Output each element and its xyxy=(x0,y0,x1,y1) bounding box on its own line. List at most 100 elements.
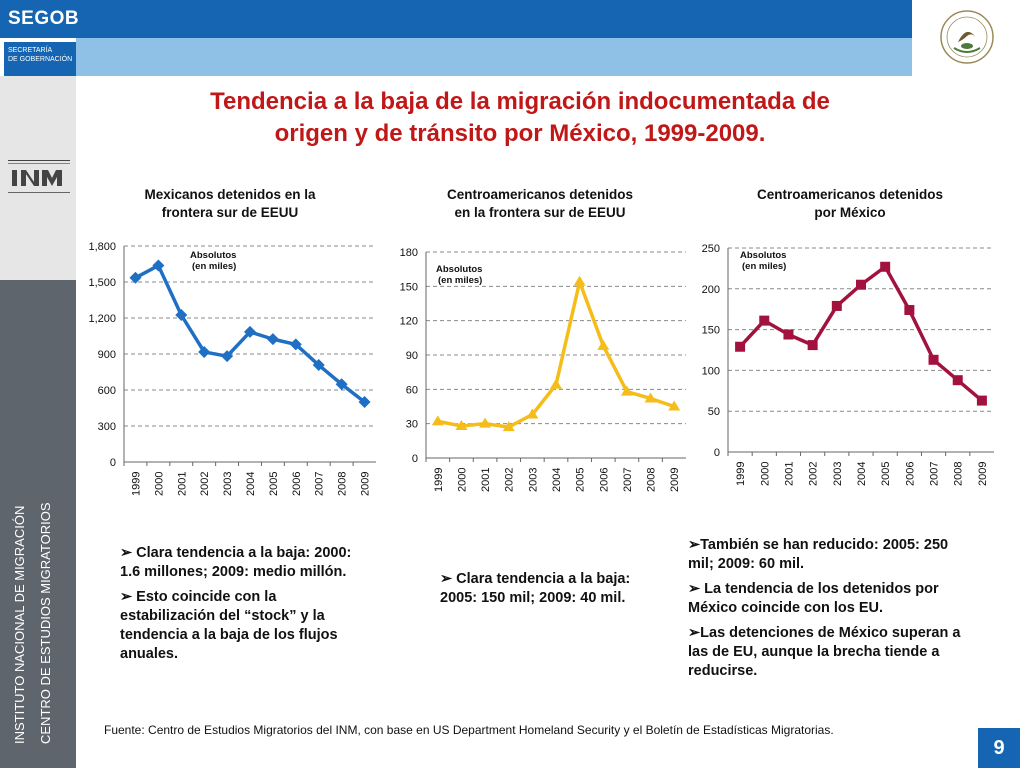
data-point xyxy=(550,378,562,389)
y-tick-label: 900 xyxy=(98,349,116,361)
chart3-title-line1: Centroamericanos detenidos xyxy=(756,187,944,202)
y-tick-label: 100 xyxy=(702,365,720,377)
data-point xyxy=(759,315,770,326)
x-tick-label: 1999 xyxy=(130,472,142,496)
data-point xyxy=(928,354,939,365)
x-tick-label: 2007 xyxy=(314,472,326,496)
chart-annotation: Absolutos xyxy=(740,250,786,261)
y-tick-label: 30 xyxy=(406,419,418,431)
chart-annotation: Absolutos xyxy=(436,264,482,275)
header-bar: SEGOB xyxy=(0,0,912,38)
data-point xyxy=(358,396,371,408)
x-tick-label: 2004 xyxy=(245,472,257,496)
y-tick-label: 150 xyxy=(702,325,720,337)
x-tick-label: 2003 xyxy=(222,472,234,496)
y-tick-label: 1,200 xyxy=(88,313,116,325)
data-point xyxy=(198,345,211,358)
x-tick-label: 2001 xyxy=(783,462,795,486)
y-tick-label: 250 xyxy=(702,243,720,255)
chart2-title-line2: en la frontera sur de EEUU xyxy=(454,205,626,220)
page-number: 9 xyxy=(978,728,1020,768)
x-tick-label: 2008 xyxy=(646,468,658,492)
data-point xyxy=(502,421,515,432)
x-tick-label: 2009 xyxy=(977,462,989,486)
x-tick-label: 2002 xyxy=(199,472,211,496)
y-tick-label: 90 xyxy=(406,350,418,362)
slide-title-line1: Tendencia a la baja de la migración indo… xyxy=(210,88,830,115)
chart-centroamericanos-mexico-svg: 0 50 100 150 200 250 1999 2000 2001 2002 2003 2004 2… xyxy=(702,243,994,486)
chart-centroamericanos-mexico: 0 50 100 150 200 250 1999 2000 2001 2002 2003 2004 2… xyxy=(690,236,1000,508)
header-subbar xyxy=(76,38,912,76)
inm-logo-icon xyxy=(8,160,70,193)
secretaria-label: SECRETARÍA DE GOBERNACIÓN xyxy=(4,42,76,76)
data-point xyxy=(455,419,468,430)
x-tick-label: 2007 xyxy=(622,468,634,492)
series-line xyxy=(437,280,675,429)
chart2-title: Centroamericanos detenidos en la fronter… xyxy=(410,186,670,222)
data-point xyxy=(152,259,165,272)
x-tick-label: 2002 xyxy=(504,468,516,492)
data-point xyxy=(597,339,610,350)
y-tick-label: 600 xyxy=(98,385,116,397)
data-point xyxy=(312,359,325,372)
y-tick-label: 0 xyxy=(714,447,720,459)
bullets-col1: ➢ Clara tendencia a la baja: 2000: 1.6 m… xyxy=(120,544,370,670)
chart-annotation: (en miles) xyxy=(192,261,236,272)
data-point xyxy=(244,325,256,338)
data-point xyxy=(880,261,891,272)
chart1-title-line2: frontera sur de EEUU xyxy=(161,205,299,220)
y-tick-label: 0 xyxy=(110,457,116,469)
y-tick-label: 120 xyxy=(400,316,418,328)
data-point xyxy=(221,350,234,363)
data-point xyxy=(904,305,915,316)
y-tick-label: 300 xyxy=(98,421,116,433)
x-tick-label: 2006 xyxy=(598,468,610,492)
x-tick-label: 2009 xyxy=(669,468,681,492)
chart3-title: Centroamericanos detenidos por México xyxy=(720,186,980,222)
x-tick-label: 2005 xyxy=(880,462,892,486)
mexico-seal-icon xyxy=(940,10,994,64)
y-tick-label: 200 xyxy=(702,284,720,296)
data-point xyxy=(644,392,657,403)
data-point xyxy=(266,333,279,346)
data-point xyxy=(573,275,586,286)
x-tick-label: 2004 xyxy=(551,468,563,492)
data-point xyxy=(735,341,746,352)
x-tick-label: 2005 xyxy=(575,468,587,492)
slide-title-line2: origen y de tránsito por México, 1999-20… xyxy=(274,120,766,147)
data-point xyxy=(175,309,188,321)
data-point xyxy=(807,340,818,351)
chart2-title-line1: Centroamericanos detenidos xyxy=(446,187,634,202)
chart-annotation: Absolutos xyxy=(190,250,236,261)
x-tick-label: 2003 xyxy=(527,468,539,492)
secretaria-line2: DE GOBERNACIÓN xyxy=(8,56,73,63)
data-point xyxy=(831,300,842,311)
chart1-title: Mexicanos detenidos en la frontera sur d… xyxy=(100,186,360,222)
bullet-text: ➢Las detenciones de México superan a las… xyxy=(688,625,961,679)
chart-annotation: (en miles) xyxy=(742,261,786,272)
data-point xyxy=(335,378,348,391)
y-tick-label: 150 xyxy=(400,281,418,293)
x-tick-label: 2008 xyxy=(337,472,349,496)
x-tick-label: 2001 xyxy=(480,468,492,492)
y-tick-label: 1,800 xyxy=(88,241,116,253)
bullet-text: ➢ Clara tendencia a la baja: 2005: 150 m… xyxy=(440,571,631,606)
bullet-text: ➢ Esto coincide con la estabilización de… xyxy=(120,589,338,662)
x-tick-label: 2000 xyxy=(456,468,468,492)
data-point xyxy=(783,329,794,340)
data-point xyxy=(952,375,963,386)
x-tick-label: 1999 xyxy=(433,468,445,492)
x-tick-label: 2006 xyxy=(291,472,303,496)
x-tick-label: 2004 xyxy=(856,462,868,486)
sidebar-inm-label: INSTITUTO NACIONAL DE MIGRACIÓN xyxy=(12,505,27,744)
slide-title: Tendencia a la baja de la migración indo… xyxy=(120,86,920,150)
chart-centroamericanos-eeuu-svg: 0 30 60 90 120 150 180 1999 2000 2001 2002 2003 2004… xyxy=(400,247,686,492)
x-tick-label: 2007 xyxy=(929,462,941,486)
chart3-title-line2: por México xyxy=(814,205,886,220)
chart-centroamericanos-eeuu: 0 30 60 90 120 150 180 1999 2000 2001 2002 2003 2004… xyxy=(390,240,690,512)
sidebar-bottom: INSTITUTO NACIONAL DE MIGRACIÓN CENTRO D… xyxy=(0,280,76,768)
data-point xyxy=(289,338,302,351)
data-point xyxy=(129,271,142,284)
x-tick-label: 2005 xyxy=(268,472,280,496)
x-tick-label: 2000 xyxy=(759,462,771,486)
